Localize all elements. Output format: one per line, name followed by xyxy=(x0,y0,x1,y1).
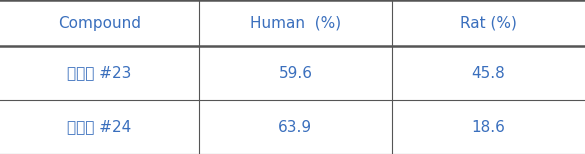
Text: 18.6: 18.6 xyxy=(472,120,505,135)
Text: 45.8: 45.8 xyxy=(472,66,505,81)
Text: 유도체 #23: 유도체 #23 xyxy=(67,66,132,81)
Text: 유도체 #24: 유도체 #24 xyxy=(67,120,132,135)
Text: Rat (%): Rat (%) xyxy=(460,16,517,31)
Text: 59.6: 59.6 xyxy=(278,66,312,81)
Text: 63.9: 63.9 xyxy=(278,120,312,135)
Text: Human  (%): Human (%) xyxy=(250,16,341,31)
Text: Compound: Compound xyxy=(58,16,141,31)
